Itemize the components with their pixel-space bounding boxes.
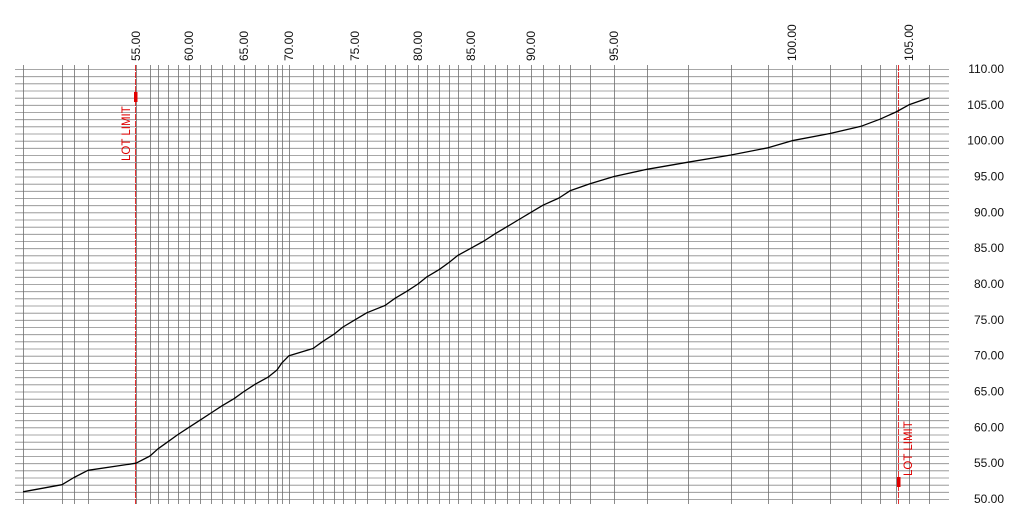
x-tick-label: 100.00 [785,24,799,61]
lot-limit-marker [134,92,138,102]
x-tick-label: 90.00 [524,31,538,61]
y-tick-label: 90.00 [974,205,1004,219]
y-tick-label: 80.00 [974,277,1004,291]
y-tick-label: 60.00 [974,420,1004,434]
x-tick-label: 65.00 [237,31,251,61]
y-tick-label: 65.00 [974,385,1004,399]
x-tick-label: 60.00 [182,31,196,61]
y-tick-label: 50.00 [974,492,1004,506]
x-tick-label: 55.00 [129,31,143,61]
x-tick-label: 75.00 [348,31,362,61]
y-tick-label: 105.00 [967,98,1004,112]
x-tick-label: 95.00 [607,31,621,61]
y-tick-label: 55.00 [974,456,1004,470]
y-tick-label: 95.00 [974,170,1004,184]
x-tick-label: 85.00 [464,31,478,61]
y-tick-label: 70.00 [974,349,1004,363]
y-tick-label: 100.00 [967,134,1004,148]
lot-limit-label: LOT LIMIT [121,106,133,161]
y-tick-label: 85.00 [974,241,1004,255]
y-tick-label: 75.00 [974,313,1004,327]
profile-line [22,97,930,493]
x-tick-label: 105.00 [902,24,916,61]
x-tick-label: 70.00 [282,31,296,61]
lot-limit-label: LOT LIMIT [903,421,915,476]
y-tick-label: 110.00 [968,62,1004,76]
x-tick-label: 80.00 [411,31,425,61]
lot-limit-marker [897,477,901,487]
